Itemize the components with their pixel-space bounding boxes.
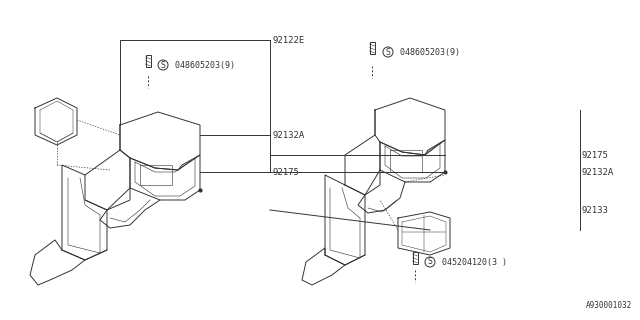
Text: S: S <box>428 258 433 267</box>
Text: 92122E: 92122E <box>272 36 304 44</box>
Text: 92132A: 92132A <box>272 131 304 140</box>
Text: 92175: 92175 <box>272 167 299 177</box>
Text: S: S <box>161 60 165 69</box>
Bar <box>145 55 150 67</box>
Text: 92175: 92175 <box>582 150 609 159</box>
Text: S: S <box>386 47 390 57</box>
Text: 048605203(9): 048605203(9) <box>395 47 460 57</box>
Text: 045204120(3 ): 045204120(3 ) <box>437 258 507 267</box>
Text: A930001032: A930001032 <box>586 301 632 310</box>
Text: 92133: 92133 <box>582 205 609 214</box>
Text: 048605203(9): 048605203(9) <box>170 60 235 69</box>
Bar <box>369 42 374 54</box>
Text: 92132A: 92132A <box>582 167 614 177</box>
Bar <box>413 252 417 264</box>
